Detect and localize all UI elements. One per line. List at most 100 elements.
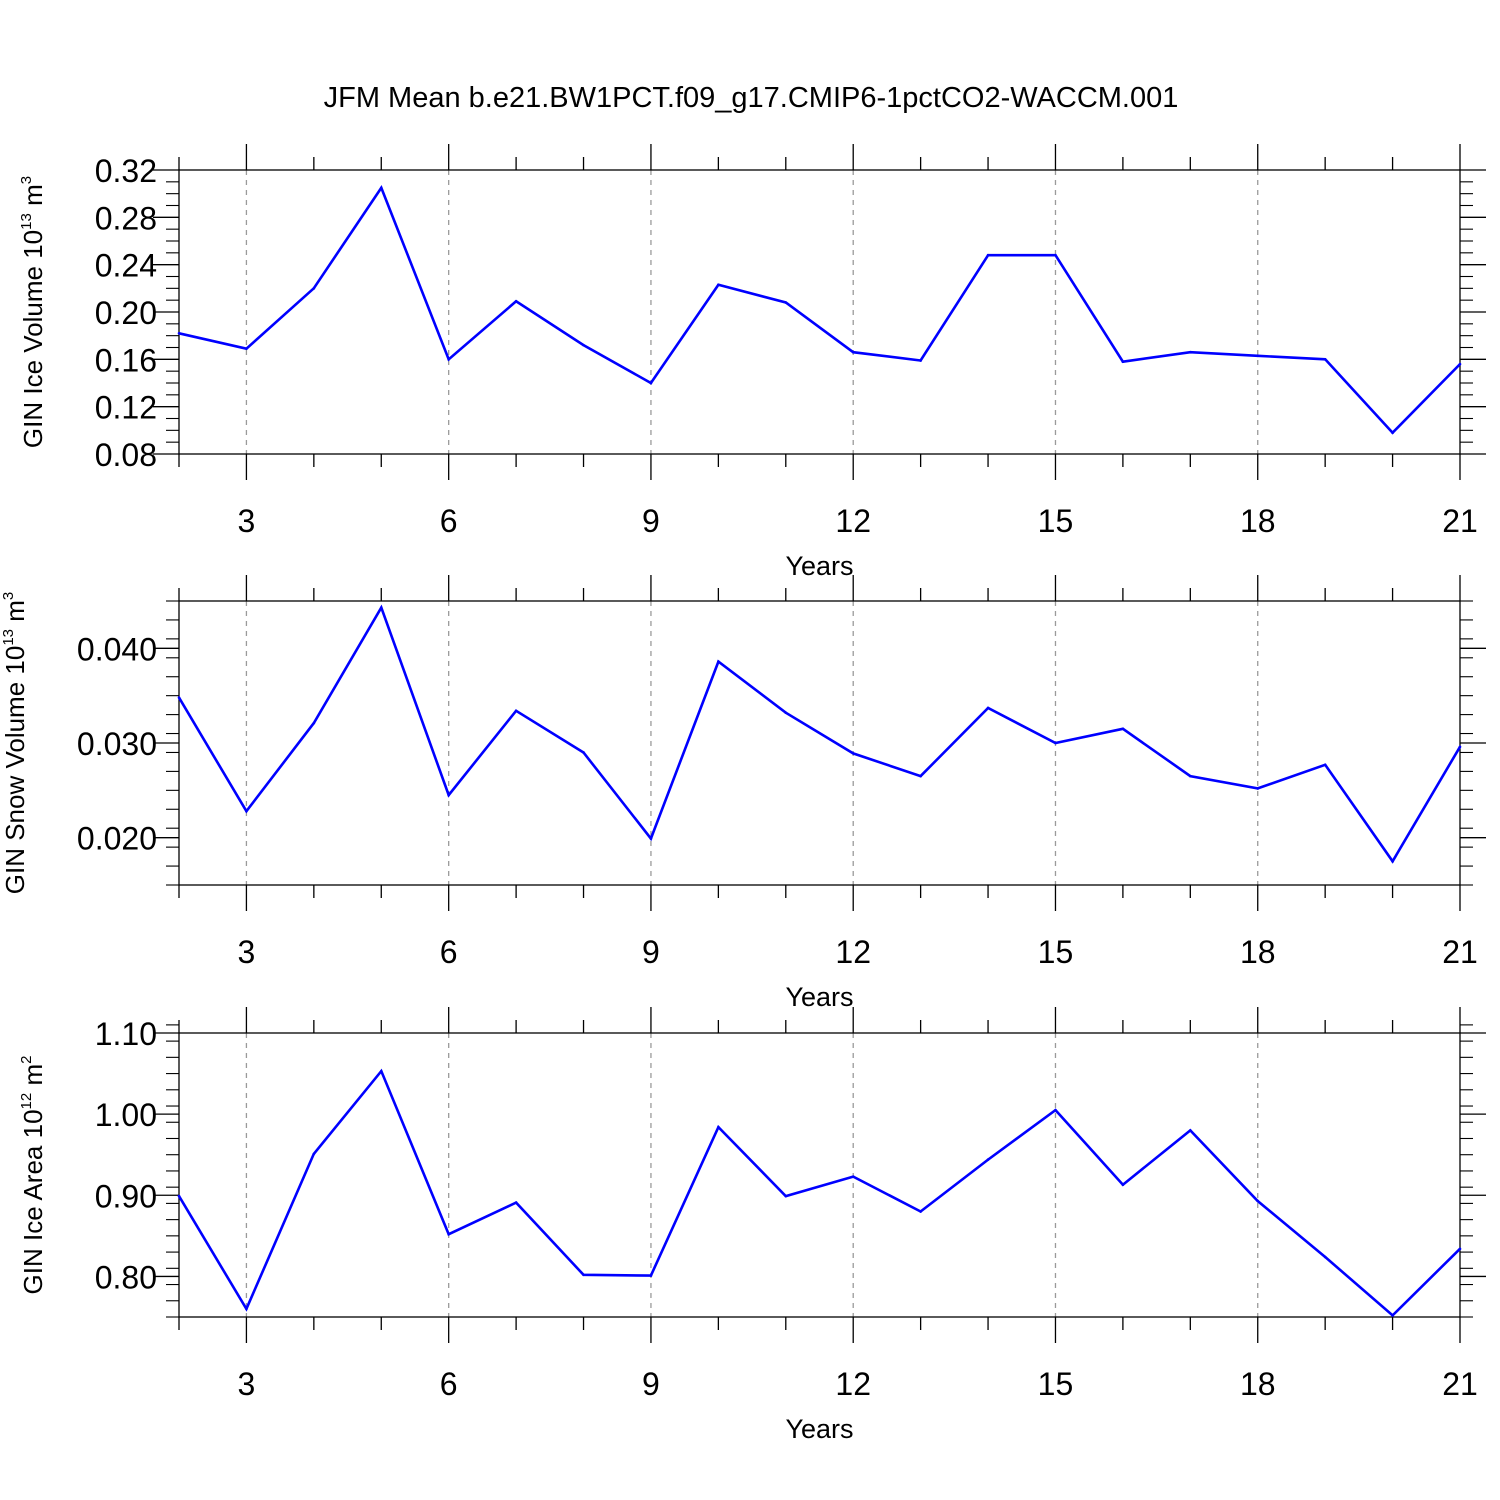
panels: 3 6 9 12 15 18 21 0.08 0.12 0.16 0.20 0.24 0.28 0.32 Y… (0, 144, 1486, 1444)
data-point (312, 721, 316, 725)
data-point (717, 660, 720, 663)
data-point (1391, 1314, 1394, 1317)
y-tick-label: 0.28 (95, 200, 157, 236)
y-tick-label: 0.020 (77, 821, 157, 857)
x-tick-label: 18 (1240, 934, 1276, 970)
data-point (1391, 860, 1394, 863)
y-tick-label: 0.24 (95, 248, 157, 284)
x-tick-label: 15 (1038, 503, 1074, 539)
data-point (177, 332, 181, 335)
y-axis-label: GIN Snow Volume 1013 m3 (0, 592, 30, 895)
data-point (717, 283, 720, 287)
data-point (784, 301, 788, 304)
y-tick-label: 0.040 (77, 631, 157, 667)
data-point (582, 751, 585, 754)
y-axis-label-part: m (0, 600, 30, 629)
data-point (312, 287, 316, 290)
y-axis-label-superscript: 2 (18, 1056, 35, 1064)
data-point (514, 709, 518, 713)
x-tick-label: 21 (1442, 1366, 1478, 1402)
y-axis-label-part: GIN Ice Area 10 (18, 1109, 48, 1294)
data-point (1458, 362, 1462, 366)
y-axis-label-superscript: 12 (18, 1093, 35, 1110)
data-point (784, 711, 788, 715)
x-tick-label: 3 (238, 503, 256, 539)
data-point (1256, 354, 1260, 358)
x-tick-label: 3 (238, 1366, 256, 1402)
data-point (986, 253, 990, 257)
data-point (1391, 431, 1394, 435)
data-point (447, 1232, 450, 1236)
x-tick-label: 21 (1442, 934, 1478, 970)
y-axis-label-part: m (18, 1064, 48, 1093)
data-point (717, 1125, 720, 1129)
x-tick-label: 15 (1038, 934, 1074, 970)
data-point (245, 347, 248, 350)
y-axis-label-part: m (18, 184, 48, 213)
data-point (649, 837, 653, 840)
data-point (312, 1152, 316, 1156)
y-axis-label-superscript: 3 (18, 176, 35, 184)
data-point (851, 1175, 855, 1178)
data-point (649, 381, 653, 385)
data-point (1458, 1247, 1462, 1251)
plot-frame (178, 1032, 1461, 1318)
x-axis-label: Years (785, 551, 853, 581)
data-point (582, 343, 585, 347)
data-point (379, 606, 383, 609)
data-point (245, 809, 248, 813)
data-point (245, 1307, 248, 1311)
data-point (582, 1273, 585, 1277)
data-point (1054, 253, 1057, 257)
data-point (1054, 1108, 1057, 1112)
x-tick-label: 12 (835, 503, 871, 539)
data-point (1189, 774, 1192, 778)
y-axis-label-superscript: 13 (18, 213, 35, 230)
figure-title: JFM Mean b.e21.BW1PCT.f09_g17.CMIP6-1pct… (324, 82, 1179, 114)
data-point (514, 300, 518, 303)
chart-panel-1: 3 6 9 12 15 18 21 0.08 0.12 0.16 0.20 0.24 0.28 0.32 Y… (18, 144, 1486, 581)
data-point (1121, 360, 1125, 364)
data-point (1054, 741, 1057, 745)
x-tick-label: 15 (1038, 1366, 1074, 1402)
plot-frame (178, 600, 1461, 886)
x-tick-label: 9 (642, 934, 660, 970)
y-tick-label: 0.030 (77, 726, 157, 762)
data-point (1189, 1129, 1192, 1132)
x-tick-label: 6 (440, 503, 458, 539)
series-line (178, 185, 1461, 435)
x-tick-label: 18 (1240, 503, 1276, 539)
data-point (919, 359, 922, 362)
y-tick-label: 0.90 (95, 1178, 157, 1214)
data-point (1323, 763, 1327, 767)
x-tick-label: 12 (835, 1366, 871, 1402)
data-point (851, 350, 855, 354)
x-tick-label: 18 (1240, 1366, 1276, 1402)
data-point (1323, 1255, 1327, 1259)
y-axis-label-superscript: 13 (0, 629, 17, 646)
x-tick-label: 6 (440, 1366, 458, 1402)
x-axis-label: Years (785, 1414, 853, 1444)
y-tick-label: 0.32 (95, 153, 157, 189)
y-axis-label-superscript: 3 (0, 592, 17, 600)
x-tick-label: 3 (238, 934, 256, 970)
data-point (379, 1069, 383, 1073)
data-point (1256, 787, 1260, 790)
x-tick-label: 9 (642, 503, 660, 539)
series-line (177, 1068, 1461, 1318)
y-tick-label: 0.80 (95, 1259, 157, 1295)
plot-frame (178, 169, 1461, 455)
series-line (177, 604, 1462, 864)
x-axis-label: Years (785, 982, 853, 1012)
y-tick-label: 0.12 (95, 390, 157, 426)
data-point (1121, 727, 1125, 731)
data-point (379, 186, 383, 190)
data-point (851, 752, 855, 755)
y-tick-label: 0.08 (95, 437, 157, 473)
y-axis-label: GIN Ice Volume 1013 m3 (18, 176, 48, 448)
data-point (1121, 1183, 1125, 1187)
data-point (1458, 745, 1462, 749)
x-tick-label: 6 (440, 934, 458, 970)
data-point (177, 696, 181, 699)
